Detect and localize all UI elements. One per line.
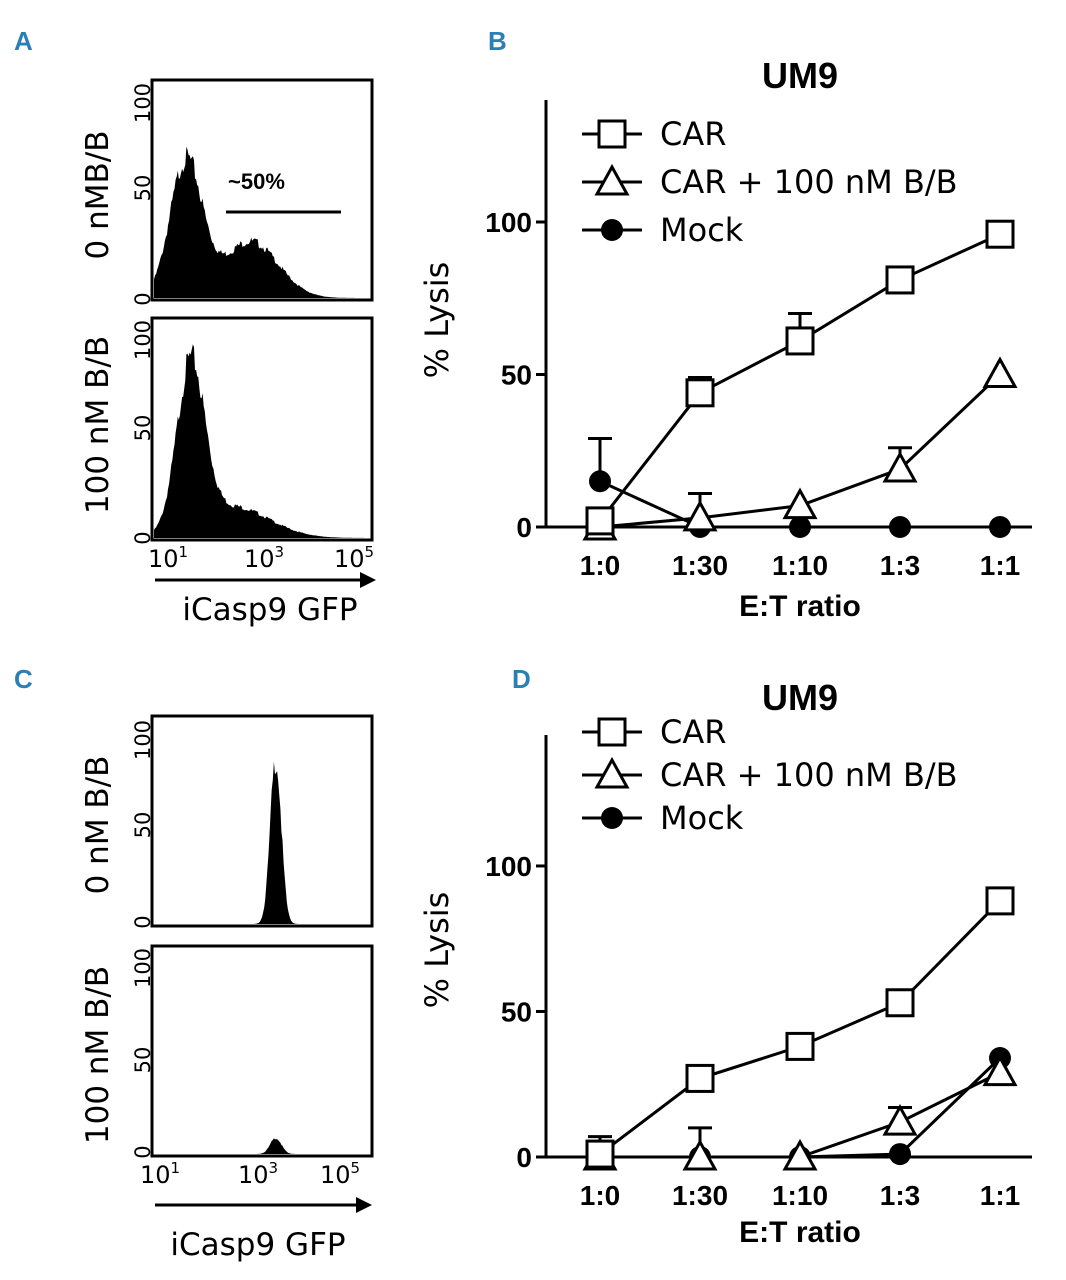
panel-letter-a: A xyxy=(14,26,33,56)
x-tick-10-5: 105 xyxy=(334,543,374,573)
data-point-square xyxy=(585,1139,615,1169)
legend-marker-square xyxy=(597,119,627,149)
data-point-square xyxy=(985,886,1015,916)
x-tick-10-3: 103 xyxy=(244,543,284,573)
legend-marker-circle xyxy=(601,807,623,829)
data-point-triangle xyxy=(782,487,818,520)
x-tick-label: 1:10 xyxy=(772,550,828,581)
gate-label: ~50% xyxy=(228,169,285,194)
data-point-square xyxy=(985,219,1015,249)
x-tick-label: 1:30 xyxy=(672,1180,728,1211)
data-point-square xyxy=(885,988,915,1018)
panel-letter-b: B xyxy=(488,26,507,56)
data-point-triangle xyxy=(982,356,1018,388)
x-tick-10-3: 103 xyxy=(238,1159,278,1189)
legend-marker-triangle xyxy=(594,756,630,789)
row-label-bottom: 100 nM B/B xyxy=(80,336,116,514)
data-point-triangle xyxy=(782,1138,818,1171)
panel-letter-d: D xyxy=(512,664,531,694)
x-tick-10-5: 105 xyxy=(320,1159,360,1189)
data-point-square xyxy=(685,378,715,408)
y-axis-title: % Lysis xyxy=(418,892,456,1009)
x-tick-label: 1:3 xyxy=(880,1180,920,1211)
data-point-triangle xyxy=(982,1054,1018,1087)
x-axis-title: iCasp9 GFP xyxy=(182,592,357,628)
data-point-circle xyxy=(889,516,911,538)
data-point-circle xyxy=(789,516,811,538)
legend-label: Mock xyxy=(660,799,744,837)
hist-frame-top xyxy=(150,714,374,928)
legend: CAR CAR + 100 nM B/B Mock xyxy=(582,713,958,837)
x-tick-label: 1:0 xyxy=(580,1180,620,1211)
row-label-bottom: 100 nM B/B xyxy=(80,966,116,1144)
series-line-square xyxy=(598,232,1001,522)
x-axis-title: E:T ratio xyxy=(739,590,861,623)
x-tick-label: 1:1 xyxy=(980,1180,1020,1211)
row-label-top: 0 nMB/B xyxy=(80,131,116,260)
panel-b-line-chart: UM9 % Lysis E:T ratio 0 50 100 1:0 1:30 1:10… xyxy=(418,55,1032,623)
x-tick-label: 1:10 xyxy=(772,1180,828,1211)
y-tick-label: 100 xyxy=(485,851,532,882)
x-axis-title: E:T ratio xyxy=(739,1216,861,1249)
panel-d-line-chart: UM9 % Lysis E:T ratio 0 50 100 1:0 1:30 1:10… xyxy=(418,677,1032,1249)
legend: CAR CAR + 100 nM B/B Mock xyxy=(582,115,958,249)
x-tick-label: 1:3 xyxy=(880,550,920,581)
data-point-square xyxy=(785,326,815,356)
chart-title: UM9 xyxy=(762,55,838,96)
x-tick-label: 1:1 xyxy=(980,550,1020,581)
hist-frame-bottom xyxy=(150,944,374,1158)
y-tick-label: 0 xyxy=(516,1142,532,1173)
hist-frame-top xyxy=(150,78,374,302)
histogram-c-bottom xyxy=(154,1138,370,1154)
panel-a-histogram: 0 nMB/B 100 nM B/B 0 50 100 0 50 100 ~50… xyxy=(80,78,376,628)
x-tick-10-1: 101 xyxy=(140,1159,180,1189)
y-tick-label: 0 xyxy=(516,512,532,543)
data-point-triangle xyxy=(882,1103,918,1136)
hist-frame-bottom xyxy=(150,316,374,542)
data-point-circle xyxy=(589,470,611,493)
row-label-top: 0 nM B/B xyxy=(80,756,116,895)
data-point-circle xyxy=(889,1143,911,1166)
y-tick-label: 50 xyxy=(501,996,532,1027)
histogram-a-bottom xyxy=(154,344,370,538)
data-point-triangle xyxy=(682,1138,718,1171)
histogram-c-top xyxy=(154,761,370,924)
x-tick-label: 1:30 xyxy=(672,550,728,581)
y-tick-label: 50 xyxy=(501,360,532,391)
panel-c-histogram: 0 nM B/B 100 nM B/B 0 50 100 0 50 100 10… xyxy=(80,714,374,1263)
y-tick-label: 100 xyxy=(485,207,532,238)
legend-label: CAR + 100 nM B/B xyxy=(660,163,958,201)
x-tick-10-1: 101 xyxy=(148,543,188,573)
legend-label: CAR xyxy=(660,115,726,153)
legend-label: Mock xyxy=(660,211,744,249)
data-point-square xyxy=(885,265,915,295)
x-axis-title: iCasp9 GFP xyxy=(170,1227,345,1263)
x-tick-label: 1:0 xyxy=(580,550,620,581)
y-tick-0-bottom: 0 xyxy=(131,1145,155,1158)
chart-title: UM9 xyxy=(762,677,838,718)
legend-label: CAR xyxy=(660,713,726,751)
y-tick-0-top: 0 xyxy=(131,915,155,928)
histogram-a-top xyxy=(154,146,370,298)
legend-label: CAR + 100 nM B/B xyxy=(660,756,958,794)
legend-marker-triangle xyxy=(594,163,630,196)
data-point-circle xyxy=(989,516,1011,538)
data-point-triangle xyxy=(682,499,718,532)
x-arrow-head xyxy=(356,1197,372,1213)
legend-marker-circle xyxy=(601,219,623,241)
y-tick-0-top: 0 xyxy=(131,292,155,305)
data-point-triangle xyxy=(882,450,918,483)
y-tick-0-bottom: 0 xyxy=(131,531,155,544)
legend-marker-square xyxy=(597,717,627,747)
panel-letter-c: C xyxy=(14,664,33,694)
data-point-square xyxy=(785,1031,815,1061)
x-arrow-head xyxy=(360,572,376,588)
y-axis-title: % Lysis xyxy=(418,262,456,379)
data-point-square xyxy=(585,506,615,536)
data-point-square xyxy=(685,1063,715,1093)
